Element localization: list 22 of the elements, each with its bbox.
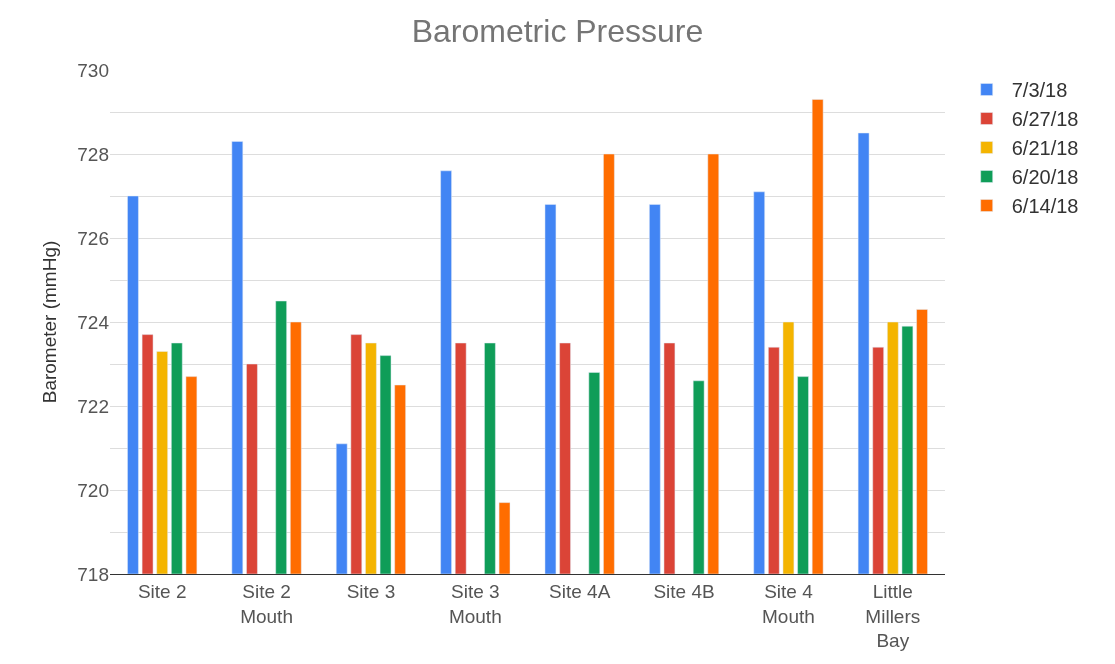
y-tick-label: 718 <box>77 563 109 585</box>
x-tick-label: Site 2 Mouth <box>240 580 293 627</box>
x-tick-label: Site 4 Mouth <box>762 580 815 627</box>
y-tick-label: 720 <box>77 479 109 501</box>
x-tick-label: Site 2 <box>137 580 187 602</box>
legend-label: 6/21/18 <box>1011 137 1079 160</box>
x-tick-label: Site 4A <box>549 580 611 602</box>
x-tick-label: Site 3 Mouth <box>448 580 502 627</box>
x-tick-label: Little Millers Bay <box>865 580 921 652</box>
y-tick-label: 724 <box>77 311 110 333</box>
y-tick-label: 728 <box>77 143 109 165</box>
y-tick-label: 722 <box>77 395 109 417</box>
legend-label: 6/20/18 <box>1011 166 1079 189</box>
x-tick-label: Site 3 <box>346 580 396 602</box>
y-axis-title: Barometer (mmHg) <box>39 240 61 404</box>
y-tick-label: 730 <box>77 59 109 81</box>
legend-label: 6/27/18 <box>1011 108 1079 131</box>
legend-label: 7/3/18 <box>1011 79 1068 102</box>
x-tick-label: Site 4B <box>653 580 715 602</box>
legend-label: 6/14/18 <box>1011 195 1079 218</box>
chart-title: Barometric Pressure <box>411 13 704 50</box>
y-tick-label: 726 <box>77 227 109 249</box>
